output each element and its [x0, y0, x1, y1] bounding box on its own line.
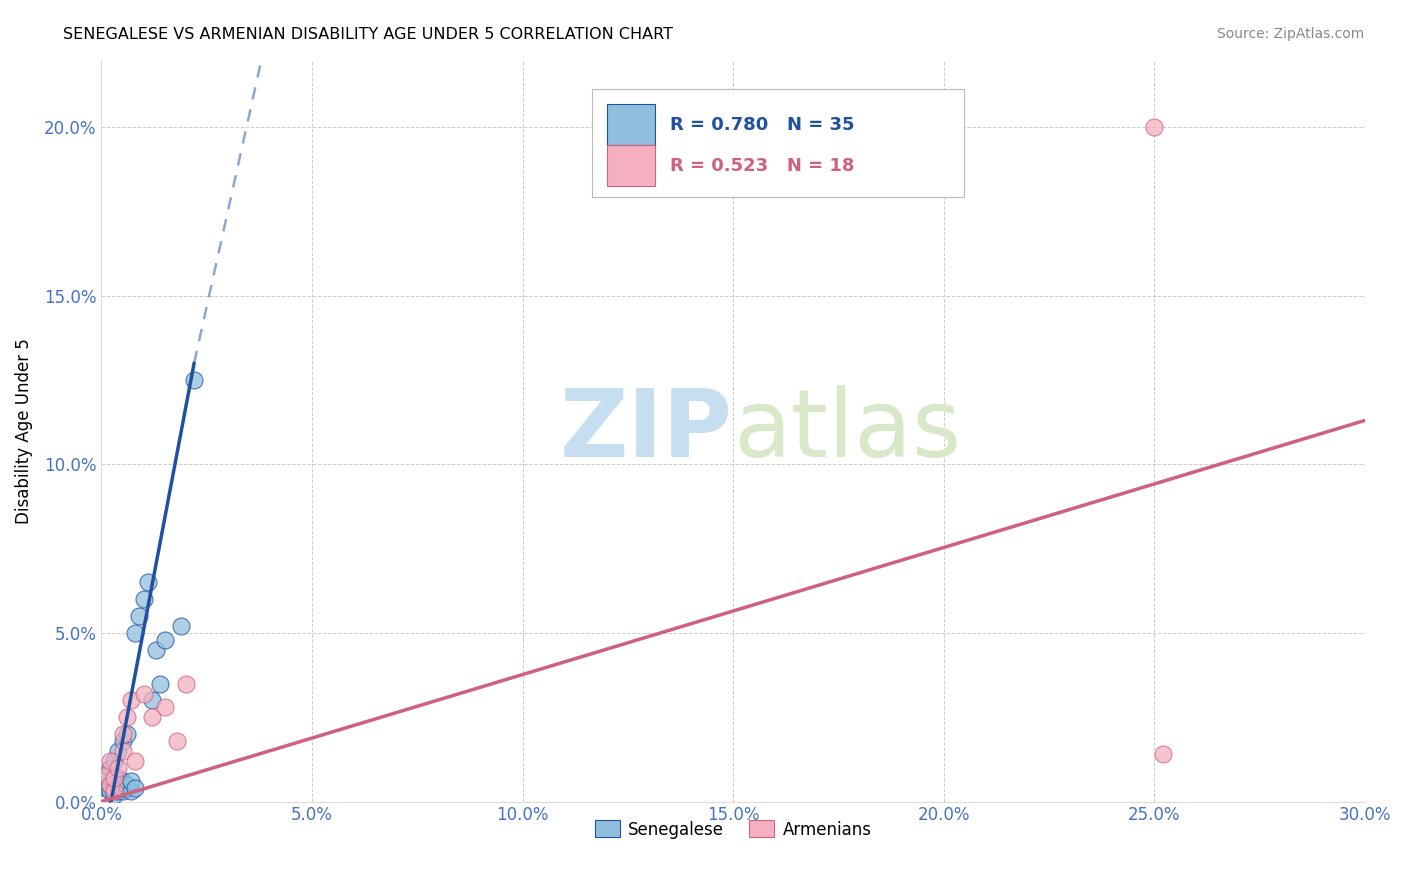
Point	[124, 781, 146, 796]
Point	[93, 778, 115, 792]
Point	[98, 778, 121, 792]
Point	[98, 778, 121, 792]
Point	[120, 784, 142, 798]
Point	[103, 771, 125, 785]
Legend: Senegalese, Armenians: Senegalese, Armenians	[588, 814, 879, 846]
Text: R = 0.523   N = 18: R = 0.523 N = 18	[669, 157, 855, 175]
Y-axis label: Disability Age Under 5: Disability Age Under 5	[15, 338, 32, 524]
Point	[103, 784, 125, 798]
Point	[103, 781, 125, 796]
Point	[183, 373, 205, 387]
Point	[115, 727, 138, 741]
Point	[115, 778, 138, 792]
Point	[1152, 747, 1174, 762]
Point	[111, 784, 134, 798]
Point	[98, 784, 121, 798]
Point	[111, 774, 134, 789]
Point	[111, 734, 134, 748]
Point	[103, 788, 125, 802]
Point	[107, 761, 129, 775]
Point	[124, 626, 146, 640]
Point	[136, 575, 159, 590]
Text: SENEGALESE VS ARMENIAN DISABILITY AGE UNDER 5 CORRELATION CHART: SENEGALESE VS ARMENIAN DISABILITY AGE UN…	[63, 27, 673, 42]
Point	[153, 632, 176, 647]
Point	[115, 781, 138, 796]
Point	[124, 754, 146, 768]
Point	[170, 619, 193, 633]
Point	[103, 754, 125, 768]
Point	[141, 693, 163, 707]
Point	[132, 687, 155, 701]
Point	[149, 676, 172, 690]
Point	[94, 781, 117, 796]
Text: R = 0.780   N = 35: R = 0.780 N = 35	[669, 116, 855, 134]
Point	[120, 774, 142, 789]
Point	[128, 609, 150, 624]
Point	[166, 734, 188, 748]
Point	[94, 774, 117, 789]
Point	[141, 710, 163, 724]
Point	[107, 771, 129, 785]
Point	[98, 761, 121, 775]
Point	[107, 744, 129, 758]
Point	[132, 592, 155, 607]
Point	[107, 784, 129, 798]
Point	[120, 693, 142, 707]
Point	[145, 642, 167, 657]
Point	[153, 700, 176, 714]
Point	[97, 767, 120, 781]
Point	[103, 774, 125, 789]
Point	[111, 744, 134, 758]
Text: Source: ZipAtlas.com: Source: ZipAtlas.com	[1216, 27, 1364, 41]
Text: ZIP: ZIP	[560, 384, 733, 476]
Point	[107, 778, 129, 792]
Point	[111, 781, 134, 796]
FancyBboxPatch shape	[592, 89, 965, 197]
Point	[115, 710, 138, 724]
Point	[94, 767, 117, 781]
Point	[111, 727, 134, 741]
Bar	[607, 145, 655, 186]
Point	[1143, 120, 1166, 134]
Point	[174, 676, 197, 690]
Text: atlas: atlas	[733, 384, 962, 476]
Bar	[607, 104, 655, 145]
Point	[98, 754, 121, 768]
